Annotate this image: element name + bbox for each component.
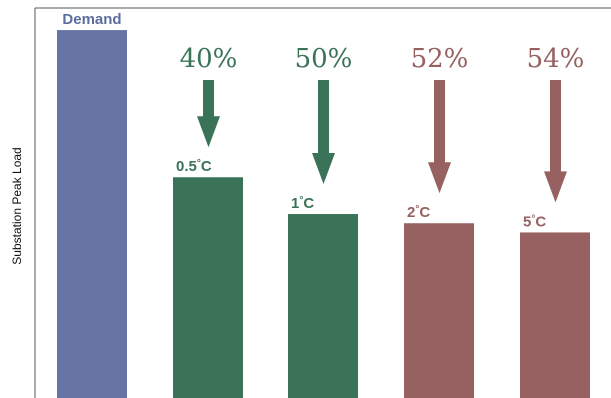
bar-label-temp-2: 2°C <box>407 204 430 221</box>
temp-unit: C <box>303 195 314 212</box>
degree-sign: ° <box>531 213 535 224</box>
temp-unit: C <box>201 158 212 175</box>
bar-label-temp-1: 1°C <box>291 195 314 212</box>
temp-value: 1 <box>291 195 299 212</box>
degree-sign: ° <box>299 195 303 206</box>
degree-sign: ° <box>197 158 201 169</box>
temp-value: 2 <box>407 204 415 221</box>
reduction-label-temp-1: 50% <box>295 44 353 74</box>
bar-label-demand: Demand <box>62 11 121 28</box>
arrow-temp-0-5 <box>197 80 220 148</box>
bar-label-temp-5: 5°C <box>523 213 546 230</box>
bar-label-temp-0-5: 0.5°C <box>176 158 212 175</box>
temp-value: 0.5 <box>176 158 197 175</box>
reduction-label-temp-2: 52% <box>411 44 469 74</box>
arrow-temp-2 <box>428 80 451 194</box>
y-axis-label: Substation Peak Load <box>10 147 24 264</box>
arrow-temp-1 <box>312 80 335 185</box>
arrow-temp-5 <box>544 80 567 203</box>
temp-unit: C <box>535 213 546 230</box>
temp-value: 5 <box>523 213 531 230</box>
bar-temp-1 <box>288 214 358 398</box>
bar-temp-0-5 <box>173 177 243 398</box>
degree-sign: ° <box>415 204 419 215</box>
bar-demand <box>57 30 127 398</box>
bar-temp-5 <box>520 232 590 398</box>
temp-unit: C <box>419 204 430 221</box>
bar-temp-2 <box>404 223 474 398</box>
reduction-label-temp-0-5: 40% <box>180 44 238 74</box>
reduction-label-temp-5: 54% <box>527 44 585 74</box>
